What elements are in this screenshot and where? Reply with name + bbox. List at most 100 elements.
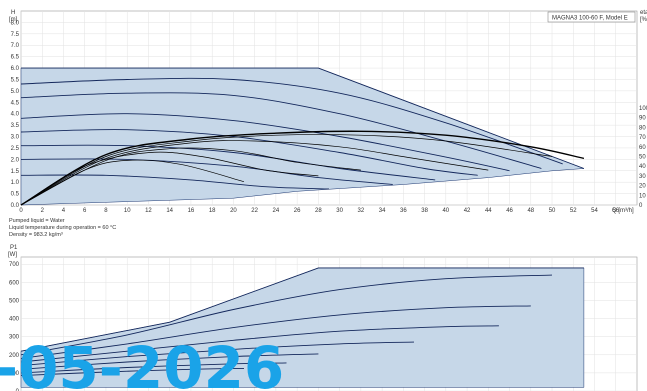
head-curves <box>20 67 585 190</box>
efficiency-tick-label: 40 <box>639 164 646 170</box>
efficiency-tick-label: 70 <box>639 135 646 141</box>
x-tick-label: 30 <box>336 208 343 214</box>
y-tick-label: 4.5 <box>11 100 20 106</box>
head-curve <box>20 158 393 185</box>
efficiency-curve <box>20 151 319 206</box>
chart-title: MAGNA3 100-60 F, Model E <box>552 16 628 22</box>
head-curve <box>20 113 510 172</box>
x-tick-label: 18 <box>209 208 216 214</box>
y-tick-label: 2.0 <box>11 157 20 163</box>
y-tick-label: 0.0 <box>11 203 20 209</box>
chart-title-box <box>547 11 636 23</box>
note-density: Density = 983.2 kg/m³ <box>9 232 63 238</box>
y-tick-label: 600 <box>9 280 20 286</box>
x-tick-label: 44 <box>485 208 492 214</box>
power-curve <box>20 367 245 377</box>
date-watermark: -05-2026 <box>0 334 284 391</box>
efficiency-tick-label: 10 <box>639 193 646 199</box>
efficiency-curve <box>20 147 361 206</box>
power-axis-label-symbol: P1 <box>10 245 18 251</box>
efficiency-tick-label: 0 <box>639 203 643 209</box>
head-curve <box>20 144 436 181</box>
y-tick-label: 1.0 <box>11 180 20 186</box>
x-tick-label: 14 <box>166 208 173 214</box>
y-tick-label: 2.5 <box>11 146 20 152</box>
efficiency-curve <box>20 134 553 206</box>
x-tick-label: 26 <box>294 208 301 214</box>
y-tick-label: 100 <box>9 371 20 377</box>
head-axis-label-unit: [m] <box>9 17 18 23</box>
efficiency-tick-label: 90 <box>639 116 646 122</box>
efficiency-curve <box>20 130 585 206</box>
efficiency-tick-label: 100 <box>639 106 647 112</box>
x-tick-label: 24 <box>273 208 280 214</box>
x-tick-label: 54 <box>591 208 598 214</box>
x-tick-label: 4 <box>62 208 66 214</box>
y-tick-label: 5.0 <box>11 89 20 95</box>
head-curve <box>21 67 585 169</box>
y-tick-label: 200 <box>9 353 20 359</box>
liquid-notes: Pumped liquid = Water Liquid temperature… <box>9 218 116 238</box>
efficiency-tick-label: 80 <box>639 125 646 131</box>
y-tick-label: 1.5 <box>11 169 20 175</box>
efficiency-tick-label: 50 <box>639 155 646 161</box>
efficiency-tick-label: 20 <box>639 184 646 190</box>
efficiency-curve <box>20 140 489 206</box>
head-chart: 0 2 4 6 8 10 12 14 16 18 20 22 24 26 28 30 32 34 36 38 40 42 4… <box>9 10 647 214</box>
power-curve <box>20 341 415 367</box>
power-axis-label-unit: [W] <box>8 252 17 258</box>
x-tick-label: 16 <box>188 208 195 214</box>
head-axis-label-symbol: H <box>11 10 15 16</box>
efficiency-curve <box>20 159 245 206</box>
x-tick-label: 28 <box>315 208 322 214</box>
efficiency-tick-label: 60 <box>639 145 646 151</box>
note-pumped-liquid: Pumped liquid = Water <box>9 218 65 224</box>
x-tick-label: 48 <box>527 208 534 214</box>
y-tick-label: 500 <box>9 298 20 304</box>
y-tick-label: 3.5 <box>11 123 20 129</box>
x-tick-label: 52 <box>570 208 577 214</box>
y-tick-label: 5.5 <box>11 77 20 83</box>
x-tick-label: 20 <box>230 208 237 214</box>
y-tick-label: 7.5 <box>11 32 20 38</box>
power-curve <box>20 325 499 363</box>
power-curve <box>20 274 553 356</box>
head-chart-tick-labels: 0 2 4 6 8 10 12 14 16 18 20 22 24 26 28 30 32 34 36 38 40 42 4… <box>11 20 647 214</box>
note-liquid-temperature: Liquid temperature during operation = 60… <box>9 225 116 231</box>
y-tick-label: 700 <box>9 262 20 268</box>
head-curve <box>20 174 330 190</box>
y-tick-label: 3.0 <box>11 135 20 141</box>
y-tick-label: 6.0 <box>11 66 20 72</box>
x-tick-label: 40 <box>442 208 449 214</box>
x-tick-label: 38 <box>421 208 428 214</box>
y-tick-label: 0 <box>16 389 20 391</box>
flow-axis-label: Q [m³/h] <box>612 208 634 214</box>
power-chart-tick-labels: 0 100 200 300 400 500 600 700 <box>9 262 20 391</box>
x-tick-label: 50 <box>549 208 556 214</box>
x-tick-label: 36 <box>400 208 407 214</box>
efficiency-tick-label: 30 <box>639 174 646 180</box>
power-curve <box>20 267 584 352</box>
x-tick-label: 46 <box>506 208 513 214</box>
efficiency-curves <box>20 130 585 206</box>
x-tick-label: 8 <box>104 208 108 214</box>
y-tick-label: 6.5 <box>11 55 20 61</box>
y-tick-label: 0.5 <box>11 192 20 198</box>
y-tick-label: 8.0 <box>11 20 20 26</box>
head-curve <box>20 77 563 165</box>
power-curves <box>20 267 584 377</box>
y-tick-label: 400 <box>9 317 20 323</box>
y-tick-label: 4.0 <box>11 112 20 118</box>
power-curve <box>20 305 531 359</box>
x-tick-label: 0 <box>19 208 23 214</box>
x-tick-label: 10 <box>124 208 131 214</box>
power-curve <box>20 362 287 374</box>
x-tick-label: 56 <box>612 208 619 214</box>
y-tick-label: 7.0 <box>11 43 20 49</box>
x-tick-label: 32 <box>358 208 365 214</box>
x-tick-label: 34 <box>379 208 386 214</box>
x-tick-label: 2 <box>41 208 45 214</box>
head-curve <box>20 92 542 169</box>
x-tick-label: 12 <box>145 208 152 214</box>
